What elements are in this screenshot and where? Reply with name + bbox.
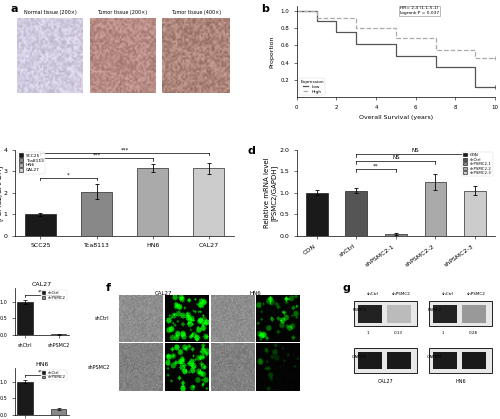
Text: g: g (342, 283, 350, 293)
Text: shPSMC2: shPSMC2 (88, 365, 110, 370)
Text: 0.13: 0.13 (394, 331, 403, 335)
Legend: SCC25, Tca8113, HN6, CAL27: SCC25, Tca8113, HN6, CAL27 (17, 152, 46, 174)
Legend: CON, shCtrl, shPSMC2-1, shPSMC2-2, shPSMC2-3: CON, shCtrl, shPSMC2-1, shPSMC2-2, shPSM… (462, 152, 493, 176)
Bar (81, 192, 112, 236)
Text: ***: *** (120, 147, 128, 153)
FancyBboxPatch shape (428, 348, 492, 373)
Text: a: a (10, 5, 18, 15)
Text: HR= 2.4 (1.1-5.1)
logrank P = 0.037: HR= 2.4 (1.1-5.1) logrank P = 0.037 (400, 6, 439, 15)
Text: 1: 1 (442, 331, 444, 335)
Legend: shCtrl, shPSMC2: shCtrl, shPSMC2 (42, 290, 66, 300)
Text: HN6: HN6 (455, 380, 466, 384)
Bar (385, 234, 407, 236)
FancyBboxPatch shape (386, 305, 411, 323)
Text: ***: *** (38, 290, 46, 295)
Text: NS: NS (392, 155, 400, 160)
Text: Tumor tissue (400×): Tumor tissue (400×) (170, 10, 221, 16)
FancyBboxPatch shape (354, 348, 417, 373)
Bar (137, 168, 168, 236)
FancyBboxPatch shape (358, 305, 382, 323)
Text: CAL27: CAL27 (155, 291, 172, 296)
Text: ***: *** (38, 369, 46, 374)
Text: 0.28: 0.28 (469, 331, 478, 335)
FancyBboxPatch shape (358, 352, 382, 369)
FancyBboxPatch shape (462, 305, 486, 323)
Bar (346, 191, 367, 236)
FancyBboxPatch shape (354, 301, 417, 326)
Bar (25, 215, 56, 236)
Text: 1: 1 (366, 331, 369, 335)
Text: d: d (247, 146, 255, 156)
Text: GAPDH: GAPDH (427, 354, 442, 359)
Bar (18, 382, 32, 415)
Bar (424, 182, 446, 236)
Text: *: * (67, 172, 70, 177)
FancyBboxPatch shape (462, 352, 486, 369)
Text: Tumor tissue (200×): Tumor tissue (200×) (98, 10, 148, 16)
X-axis label: Overall Survival (years): Overall Survival (years) (359, 116, 433, 121)
Text: **: ** (374, 163, 379, 168)
Legend: Low, High: Low, High (299, 78, 326, 95)
Text: PSMC2: PSMC2 (427, 308, 442, 312)
Text: shPSMC2: shPSMC2 (392, 292, 410, 296)
Bar (306, 193, 328, 236)
Text: shCtrl: shCtrl (366, 292, 378, 296)
Text: shPSMC2: shPSMC2 (467, 292, 485, 296)
Text: NS: NS (412, 148, 420, 153)
Text: CAL27: CAL27 (378, 380, 393, 384)
Bar (51, 409, 66, 415)
Text: HN6: HN6 (250, 291, 262, 296)
Text: shCtrl: shCtrl (95, 316, 110, 321)
Text: shCtrl: shCtrl (442, 292, 454, 296)
Text: ***: *** (92, 153, 100, 158)
Text: PSMC2: PSMC2 (352, 308, 366, 312)
Bar (464, 191, 486, 236)
Legend: shCtrl, shPSMC2: shCtrl, shPSMC2 (42, 370, 66, 380)
FancyBboxPatch shape (428, 301, 492, 326)
Title: HN6: HN6 (35, 362, 48, 367)
Text: GAPDH: GAPDH (352, 354, 367, 359)
Y-axis label: Relative mRNA level
[PSMC2/GAPDH]: Relative mRNA level [PSMC2/GAPDH] (0, 158, 2, 228)
Y-axis label: Relative mRNA level
[PSMC2/GAPDH]: Relative mRNA level [PSMC2/GAPDH] (264, 158, 278, 228)
Bar (51, 334, 66, 335)
Text: f: f (106, 283, 111, 293)
Bar (194, 168, 224, 236)
FancyBboxPatch shape (433, 352, 457, 369)
Text: b: b (261, 5, 269, 15)
Bar (18, 302, 32, 335)
FancyBboxPatch shape (386, 352, 411, 369)
FancyBboxPatch shape (433, 305, 457, 323)
Text: Normal tissue (200×): Normal tissue (200×) (24, 10, 76, 16)
Y-axis label: Proportion: Proportion (270, 36, 275, 68)
Title: CAL27: CAL27 (32, 282, 52, 287)
